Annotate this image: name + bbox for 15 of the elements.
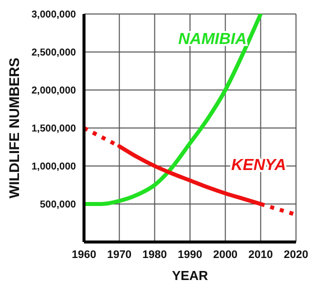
x-tick-label: 2000 <box>213 248 238 261</box>
y-tick-label: 3,000,000 <box>32 10 76 21</box>
y-tick-label: 2,500,000 <box>32 48 76 59</box>
y-tick-label: 1,000,000 <box>32 162 76 173</box>
y-axis-title: WILDLIFE NUMBERS <box>6 58 22 198</box>
x-tick-label: 2020 <box>284 248 308 261</box>
x-axis-title: YEAR <box>172 268 209 283</box>
y-tick-label: 2,000,000 <box>32 86 76 97</box>
x-tick-label: 1980 <box>142 248 167 261</box>
x-tick-label: 1970 <box>107 248 132 261</box>
x-tick-label: 2010 <box>248 248 273 261</box>
y-tick-label: 500,000 <box>40 200 76 211</box>
x-tick-label: 1960 <box>72 248 96 261</box>
y-tick-label: 1,500,000 <box>32 124 76 135</box>
x-tick-label: 1990 <box>178 248 202 261</box>
